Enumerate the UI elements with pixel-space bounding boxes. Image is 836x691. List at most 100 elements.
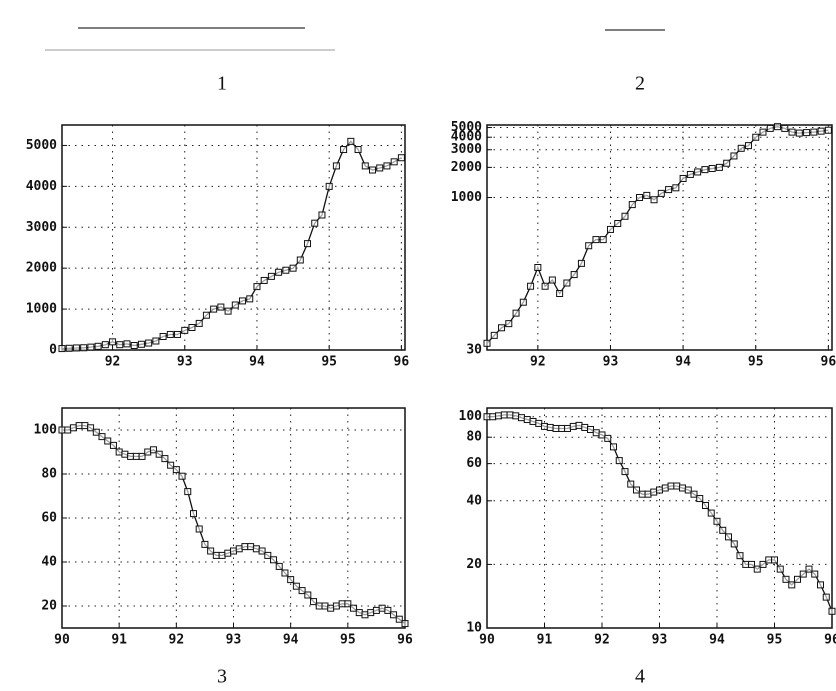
- data-point: [691, 491, 697, 497]
- data-point: [484, 414, 490, 420]
- data-point: [639, 491, 645, 497]
- data-point: [783, 576, 789, 582]
- data-point: [231, 548, 237, 554]
- data-point: [271, 557, 277, 563]
- x-tick-label: 95: [321, 355, 337, 370]
- data-point: [261, 277, 267, 283]
- data-point: [168, 462, 174, 468]
- data-point: [600, 237, 606, 243]
- data-point: [811, 129, 817, 135]
- x-tick-label: 90: [54, 633, 70, 648]
- data-point: [737, 553, 743, 559]
- data-point: [290, 265, 296, 271]
- y-tick-label: 0: [49, 343, 57, 358]
- y-tick-label: 10: [466, 621, 482, 636]
- data-point: [297, 257, 303, 263]
- y-tick-label: 2000: [451, 160, 482, 175]
- data-point: [196, 526, 202, 532]
- data-point: [789, 582, 795, 588]
- data-point: [586, 243, 592, 249]
- data-point: [657, 487, 663, 493]
- y-tick-label: 4000: [26, 179, 57, 194]
- x-tick-label: 92: [530, 355, 546, 370]
- x-tick-label: 95: [748, 355, 764, 370]
- data-point: [559, 425, 565, 431]
- data-point: [312, 220, 318, 226]
- data-point: [599, 432, 605, 438]
- data-point: [578, 260, 584, 266]
- data-point: [708, 510, 714, 516]
- data-point: [182, 327, 188, 333]
- data-point: [156, 451, 162, 457]
- data-point: [634, 487, 640, 493]
- data-point: [293, 583, 299, 589]
- y-tick-label: 5000: [26, 138, 57, 153]
- data-point: [175, 331, 181, 337]
- y-tick-label: 100: [459, 409, 483, 424]
- data-point: [611, 444, 617, 450]
- data-point: [326, 183, 332, 189]
- data-point: [726, 534, 732, 540]
- data-point: [651, 197, 657, 203]
- data-point: [570, 423, 576, 429]
- data-point: [247, 296, 253, 302]
- y-tick-label: 60: [466, 456, 482, 471]
- data-point: [73, 345, 79, 351]
- data-point: [628, 481, 634, 487]
- data-point: [542, 423, 548, 429]
- data-point: [283, 267, 289, 273]
- data-point: [88, 425, 94, 431]
- data-point: [138, 341, 144, 347]
- data-point: [702, 167, 708, 173]
- data-point: [218, 304, 224, 310]
- data-point: [160, 334, 166, 340]
- data-point: [95, 343, 101, 349]
- data-point: [662, 485, 668, 491]
- data-point: [743, 561, 749, 567]
- data-point: [131, 343, 137, 349]
- caption: 3: [217, 666, 227, 688]
- data-point: [673, 185, 679, 191]
- data-point: [265, 552, 271, 558]
- data-point: [731, 153, 737, 159]
- data-point: [348, 138, 354, 144]
- data-point: [644, 192, 650, 198]
- data-point: [128, 453, 134, 459]
- data-point: [259, 548, 265, 554]
- data-point: [745, 143, 751, 149]
- y-tick-label: 3000: [26, 220, 57, 235]
- y-tick-label: 5000: [451, 120, 482, 135]
- data-point: [818, 582, 824, 588]
- data-point: [491, 332, 497, 338]
- data-point: [576, 422, 582, 428]
- data-point: [240, 298, 246, 304]
- data-point: [65, 427, 71, 433]
- data-point: [225, 308, 231, 314]
- data-point: [93, 429, 99, 435]
- data-point: [225, 550, 231, 556]
- data-point: [806, 566, 812, 572]
- data-point: [305, 592, 311, 598]
- data-point: [110, 442, 116, 448]
- x-tick-label: 94: [283, 633, 299, 648]
- data-point: [213, 552, 219, 558]
- data-point: [242, 544, 248, 550]
- data-point: [749, 561, 755, 567]
- data-point: [536, 420, 542, 426]
- data-point: [637, 195, 643, 201]
- caption: 4: [635, 666, 645, 688]
- data-point: [146, 340, 152, 346]
- x-tick-label: 96: [394, 355, 410, 370]
- data-point: [775, 124, 781, 130]
- y-tick-label: 80: [41, 467, 57, 482]
- y-tick-label: 2000: [26, 261, 57, 276]
- data-point: [812, 571, 818, 577]
- data-point: [658, 190, 664, 196]
- data-point: [709, 165, 715, 171]
- data-point: [714, 518, 720, 524]
- data-point: [766, 557, 772, 563]
- data-point: [384, 163, 390, 169]
- data-point: [564, 280, 570, 286]
- data-point: [605, 435, 611, 441]
- data-point: [282, 570, 288, 576]
